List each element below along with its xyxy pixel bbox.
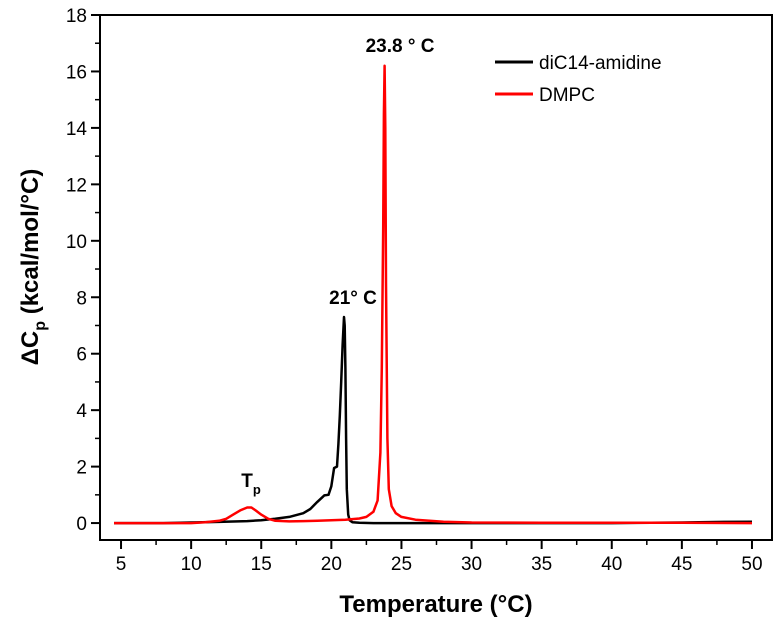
y-axis-title-main: ΔC: [17, 331, 44, 366]
x-axis-title: Temperature (°C): [339, 591, 532, 618]
x-tick-label: 35: [531, 554, 552, 575]
x-tick-label: 50: [741, 554, 762, 575]
annotation-pretransition-main: T: [241, 471, 253, 492]
y-axis-title-sub: p: [32, 321, 49, 331]
y-tick-label: 10: [66, 232, 87, 253]
y-axis-title-rest: (kcal/mol/°C): [17, 169, 44, 321]
x-tick-label: 25: [391, 554, 412, 575]
x-tick-label: 40: [601, 554, 622, 575]
series-line-dic14-amidine: [114, 315, 753, 525]
x-tick-label: 20: [321, 554, 342, 575]
legend-label-diC14-amidine: diC14-amidine: [539, 53, 662, 74]
x-tick-label: 45: [671, 554, 692, 575]
annotation-amidine-peak: 21° C: [329, 288, 377, 309]
y-tick-label: 4: [76, 401, 87, 422]
y-tick-label: 8: [76, 288, 87, 309]
legend: diC14-amidine DMPC: [495, 53, 662, 106]
y-tick-label: 2: [76, 458, 87, 479]
y-tick-label: 18: [66, 6, 87, 27]
annotation-pretransition-sub: p: [253, 482, 261, 497]
annotation-dmpc-peak: 23.8 ° C: [366, 36, 435, 57]
y-tick-label: 14: [66, 119, 88, 140]
y-tick-label: 16: [66, 62, 87, 83]
y-tick-label: 0: [76, 514, 87, 535]
y-tick-label: 6: [76, 345, 87, 366]
x-tick-label: 5: [116, 554, 127, 575]
x-tick-label: 30: [461, 554, 482, 575]
legend-label-DMPC: DMPC: [539, 85, 595, 106]
y-axis-title: ΔCp (kcal/mol/°C): [17, 169, 49, 366]
plot-frame: [99, 14, 773, 541]
plot-marks: 5 10 15 20 25 30 35 40 45 50 0 2 4 6 8 10 12 14 16 18: [66, 6, 773, 575]
series-line-dmpc: [114, 64, 753, 525]
x-tick-label: 10: [181, 554, 202, 575]
x-tick-label: 15: [251, 554, 272, 575]
y-tick-label: 12: [66, 175, 87, 196]
annotation-pretransition: Tp: [241, 471, 261, 497]
